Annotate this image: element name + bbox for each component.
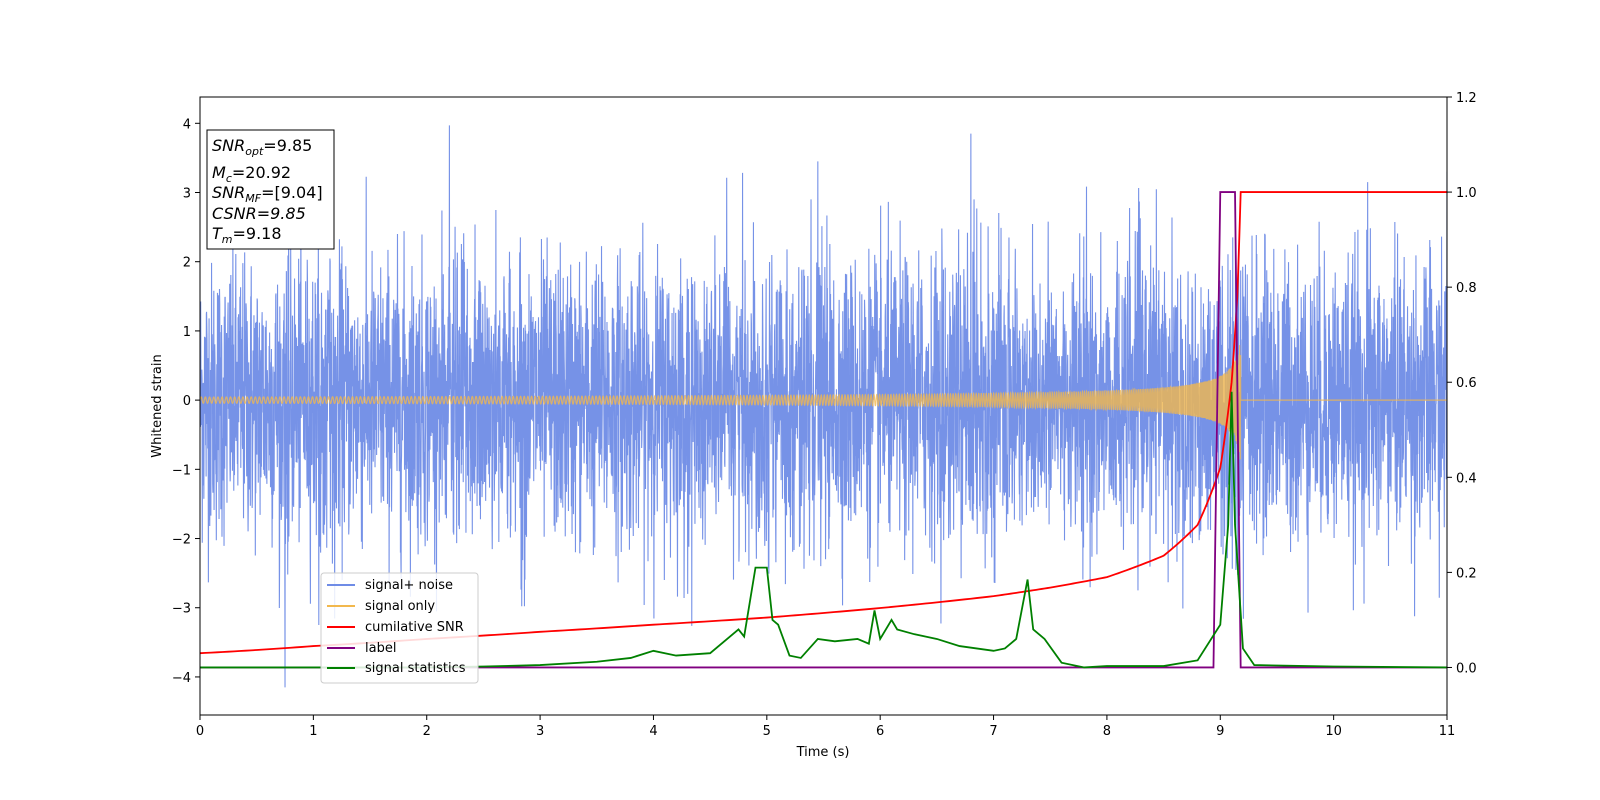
series-signal-only [200, 345, 1447, 460]
y-right-tick-label: 0.8 [1456, 281, 1477, 296]
x-tick-label: 7 [989, 724, 997, 739]
y-axis-label: Whitened strain [150, 354, 165, 457]
legend-label-noise: signal+ noise [365, 578, 453, 593]
x-tick-label: 3 [536, 724, 544, 739]
plot-area [200, 125, 1447, 688]
x-tick-label: 6 [876, 724, 884, 739]
legend-label-stat: signal statistics [365, 661, 466, 676]
x-tick-label: 8 [1103, 724, 1111, 739]
series-signal-statistics [200, 391, 1447, 669]
y-right-tick-label: 0.0 [1456, 661, 1477, 676]
y-left-tick-label: 2 [183, 256, 191, 271]
x-axis-label: Time (s) [796, 745, 850, 760]
legend-frame [320, 572, 479, 684]
x-tick-label: 2 [423, 724, 431, 739]
y-left-tick-label: 3 [183, 187, 191, 202]
y-right-tick-label: 1.2 [1456, 91, 1477, 106]
y-left-tick-label: 0 [183, 394, 191, 409]
y-left-tick-label: −3 [172, 602, 191, 617]
y-left-tick-label: 1 [183, 325, 191, 340]
stat-line [200, 391, 1447, 669]
plot-frame [199, 96, 1448, 716]
info-snr-mf: SNRMF=[9.04] [212, 183, 323, 205]
y-left-tick-label: −4 [172, 671, 191, 686]
info-snr-opt: SNRopt=9.85 [212, 136, 312, 158]
x-tick-label: 9 [1216, 724, 1224, 739]
y-right-tick-label: 1.0 [1456, 186, 1477, 201]
y-axis-right: 0.0 0.2 0.4 0.6 0.8 1.0 1.2 [1447, 91, 1477, 676]
info-mc: Mc=20.92 [212, 163, 291, 185]
series-label [200, 191, 1447, 669]
y-left-tick-label: −1 [172, 463, 191, 478]
signal-line [200, 345, 1447, 460]
info-box-frame [206, 129, 335, 250]
series-cumilative-snr [200, 191, 1447, 655]
y-left-tick-label: 4 [183, 117, 191, 132]
y-axis-left: −4 −3 −2 −1 0 1 2 3 4 [172, 117, 200, 686]
info-csnr: CSNR=9.85 [212, 204, 306, 223]
legend: signal+ noise signal only cumilative SNR… [320, 572, 479, 684]
info-box: SNRopt=9.85 Mc=20.92 SNRMF=[9.04] CSNR=9… [206, 129, 335, 250]
label-line [200, 191, 1447, 669]
legend-label-label: label [365, 641, 396, 656]
x-tick-label: 11 [1439, 724, 1456, 739]
x-tick-label: 10 [1325, 724, 1342, 739]
csnr-line [200, 191, 1447, 655]
y-right-tick-label: 0.4 [1456, 471, 1477, 486]
x-tick-label: 1 [309, 724, 317, 739]
y-right-tick-label: 0.2 [1456, 566, 1477, 581]
x-tick-label: 0 [196, 724, 204, 739]
legend-label-signal: signal only [365, 599, 435, 614]
y-left-tick-label: −2 [172, 533, 191, 548]
x-axis: 0 1 2 3 4 5 6 7 8 9 10 11 [196, 715, 1455, 739]
legend-label-csnr: cumilative SNR [365, 620, 464, 635]
y-right-tick-label: 0.6 [1456, 376, 1477, 391]
info-tm: Tm=9.18 [212, 224, 282, 246]
x-tick-label: 4 [649, 724, 657, 739]
x-tick-label: 5 [763, 724, 771, 739]
